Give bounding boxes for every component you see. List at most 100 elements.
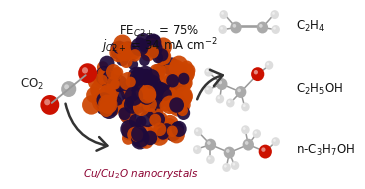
Circle shape <box>172 95 188 112</box>
Circle shape <box>146 85 160 100</box>
Circle shape <box>208 157 211 160</box>
Circle shape <box>131 125 147 142</box>
Circle shape <box>94 94 110 110</box>
Circle shape <box>176 91 189 105</box>
Circle shape <box>164 75 173 85</box>
Circle shape <box>107 102 120 116</box>
Circle shape <box>149 83 161 95</box>
Circle shape <box>155 49 170 65</box>
Circle shape <box>102 74 118 90</box>
Circle shape <box>108 88 125 106</box>
Circle shape <box>175 70 185 80</box>
Circle shape <box>137 88 148 100</box>
Circle shape <box>146 78 158 90</box>
Circle shape <box>241 125 250 134</box>
Circle shape <box>173 97 187 112</box>
Circle shape <box>158 82 173 98</box>
Circle shape <box>106 88 119 102</box>
Circle shape <box>136 85 149 99</box>
Circle shape <box>140 77 158 96</box>
Circle shape <box>175 67 186 78</box>
Circle shape <box>99 68 114 84</box>
Circle shape <box>128 59 138 70</box>
Circle shape <box>136 69 153 87</box>
Circle shape <box>151 112 165 126</box>
Circle shape <box>205 139 216 151</box>
Circle shape <box>100 95 118 114</box>
Circle shape <box>147 108 157 119</box>
Circle shape <box>155 48 171 65</box>
FancyArrowPatch shape <box>66 104 107 151</box>
Circle shape <box>231 161 239 170</box>
Circle shape <box>103 84 119 100</box>
Circle shape <box>116 46 132 62</box>
Circle shape <box>132 83 148 100</box>
Circle shape <box>111 69 122 81</box>
Circle shape <box>218 81 222 84</box>
Circle shape <box>145 38 158 52</box>
Circle shape <box>120 41 136 57</box>
Circle shape <box>115 42 134 61</box>
Circle shape <box>138 39 151 52</box>
Circle shape <box>128 90 143 105</box>
Circle shape <box>226 149 230 153</box>
FancyArrowPatch shape <box>197 70 223 99</box>
Circle shape <box>169 97 184 113</box>
Circle shape <box>106 64 121 80</box>
Circle shape <box>100 84 116 101</box>
Circle shape <box>127 84 145 103</box>
Circle shape <box>265 61 273 70</box>
Circle shape <box>147 86 161 101</box>
Circle shape <box>170 100 180 110</box>
Circle shape <box>180 66 195 82</box>
Circle shape <box>141 39 158 57</box>
Circle shape <box>132 84 150 104</box>
Circle shape <box>132 78 145 91</box>
Circle shape <box>128 70 143 86</box>
Circle shape <box>119 106 135 123</box>
Circle shape <box>113 41 126 54</box>
Circle shape <box>138 95 150 108</box>
Circle shape <box>148 122 161 135</box>
Circle shape <box>99 102 114 117</box>
Circle shape <box>155 37 172 56</box>
Circle shape <box>155 124 170 141</box>
Circle shape <box>149 86 159 96</box>
Circle shape <box>135 81 149 96</box>
Circle shape <box>102 78 117 94</box>
Circle shape <box>141 100 157 116</box>
Circle shape <box>126 93 142 110</box>
Circle shape <box>226 98 235 107</box>
Circle shape <box>123 106 133 117</box>
Circle shape <box>259 145 272 159</box>
Circle shape <box>169 60 184 76</box>
Circle shape <box>149 84 160 96</box>
Circle shape <box>174 67 190 84</box>
Circle shape <box>97 61 109 74</box>
Circle shape <box>153 122 166 136</box>
Circle shape <box>169 81 188 100</box>
Circle shape <box>150 126 169 146</box>
Circle shape <box>218 96 220 99</box>
Circle shape <box>97 95 110 108</box>
Circle shape <box>153 52 163 63</box>
Text: $j_{C2+}$ = 34 mA cm$^{-2}$: $j_{C2+}$ = 34 mA cm$^{-2}$ <box>101 36 218 56</box>
Circle shape <box>257 22 268 33</box>
Circle shape <box>183 65 194 77</box>
Circle shape <box>110 43 128 62</box>
Circle shape <box>82 67 88 74</box>
Circle shape <box>230 22 242 33</box>
Circle shape <box>127 127 142 142</box>
Circle shape <box>243 104 246 107</box>
Circle shape <box>110 95 122 108</box>
Text: n-C$_3$H$_7$OH: n-C$_3$H$_7$OH <box>296 143 356 158</box>
Circle shape <box>160 100 170 112</box>
Circle shape <box>171 121 187 137</box>
Circle shape <box>219 25 227 34</box>
Circle shape <box>168 126 185 143</box>
Circle shape <box>110 98 124 113</box>
Circle shape <box>139 55 150 66</box>
Circle shape <box>224 165 227 168</box>
Circle shape <box>175 96 186 108</box>
Circle shape <box>152 63 166 78</box>
